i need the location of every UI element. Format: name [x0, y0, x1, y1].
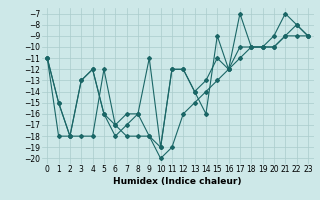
- X-axis label: Humidex (Indice chaleur): Humidex (Indice chaleur): [113, 177, 242, 186]
